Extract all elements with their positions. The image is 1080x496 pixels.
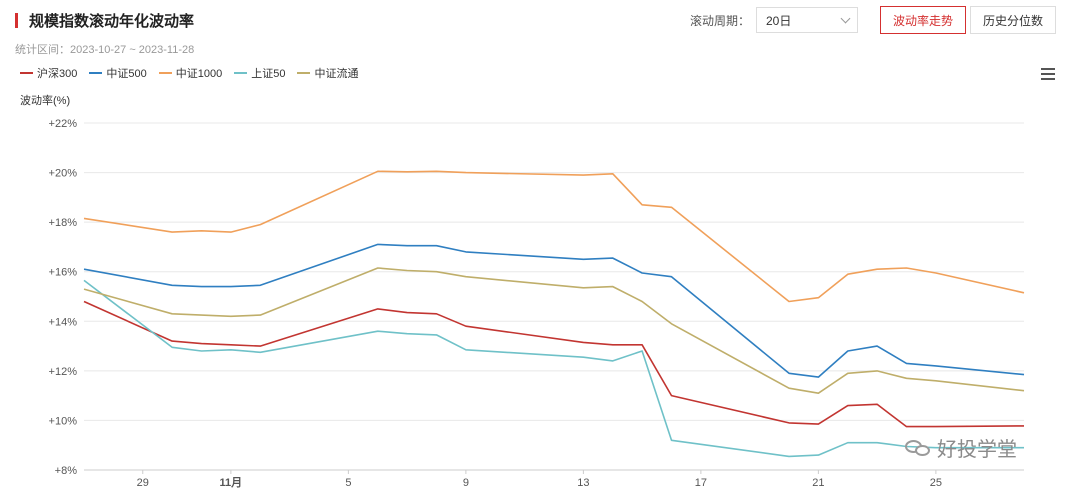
y-axis-label: 波动率(%) (20, 95, 71, 107)
legend-swatch (89, 72, 103, 74)
period-label: 滚动周期： (689, 13, 750, 28)
y-tick-label: +8% (55, 465, 78, 477)
period-select[interactable]: 20日 (755, 7, 858, 33)
legend-item-0[interactable]: 沪深300 (20, 65, 77, 81)
series-line-2 (83, 170, 1025, 303)
series-line-1 (83, 243, 1025, 378)
watermark-text: 好投学堂 (937, 439, 1017, 461)
volatility-trend-button[interactable]: 波动率走势 (879, 6, 966, 34)
watermark: 好投学堂 (905, 433, 1017, 462)
legend-item-2[interactable]: 中证1000 (158, 65, 223, 81)
legend-swatch (297, 72, 311, 74)
legend-label: 中证1000 (175, 68, 223, 80)
legend-swatch (20, 72, 33, 74)
x-tick-label: 5 (345, 477, 351, 489)
x-tick-label: 21 (812, 477, 824, 489)
series-line-0 (83, 300, 1025, 428)
menu-icon[interactable] (1041, 68, 1055, 80)
y-tick-label: +20% (49, 168, 78, 180)
y-tick-label: +14% (49, 316, 78, 328)
page-title: 规模指数滚动年化波动率 (29, 13, 195, 30)
x-tick-label: 29 (137, 477, 149, 489)
period-select-value: 20日 (765, 13, 792, 28)
legend-swatch (158, 72, 172, 74)
x-tick-label: 11月 (220, 476, 243, 489)
legend-item-3[interactable]: 上证50 (234, 65, 285, 81)
title-bar: 规模指数滚动年化波动率 (15, 10, 194, 31)
x-tick-label: 13 (577, 477, 589, 489)
chart-legend: 沪深300 中证500 中证1000 上证50 中证流通 (20, 65, 370, 81)
legend-swatch (234, 72, 248, 74)
historical-percentile-button[interactable]: 历史分位数 (969, 6, 1056, 34)
legend-item-4[interactable]: 中证流通 (297, 65, 358, 81)
y-tick-label: +10% (49, 415, 78, 427)
legend-label: 沪深300 (37, 68, 78, 80)
y-tick-label: +12% (49, 366, 78, 378)
y-tick-label: +16% (49, 267, 78, 279)
x-tick-label: 9 (463, 477, 469, 489)
legend-label: 中证500 (106, 68, 147, 80)
legend-label: 上证50 (251, 68, 286, 80)
series-line-4 (83, 267, 1025, 395)
wechat-icon (905, 438, 931, 458)
chart-controls: 滚动周期： 20日 波动率走势 历史分位数 (690, 6, 1056, 34)
series-line-3 (83, 279, 1024, 458)
y-tick-label: +18% (49, 217, 78, 229)
x-tick-label: 17 (695, 477, 707, 489)
legend-label: 中证流通 (314, 68, 359, 80)
legend-item-1[interactable]: 中证500 (89, 65, 147, 81)
title-accent-bar (15, 13, 18, 28)
date-range-subtitle: 统计区间：2023-10-27 ~ 2023-11-28 (15, 44, 195, 56)
x-tick-label: 25 (930, 477, 942, 489)
y-tick-label: +22% (49, 118, 78, 130)
